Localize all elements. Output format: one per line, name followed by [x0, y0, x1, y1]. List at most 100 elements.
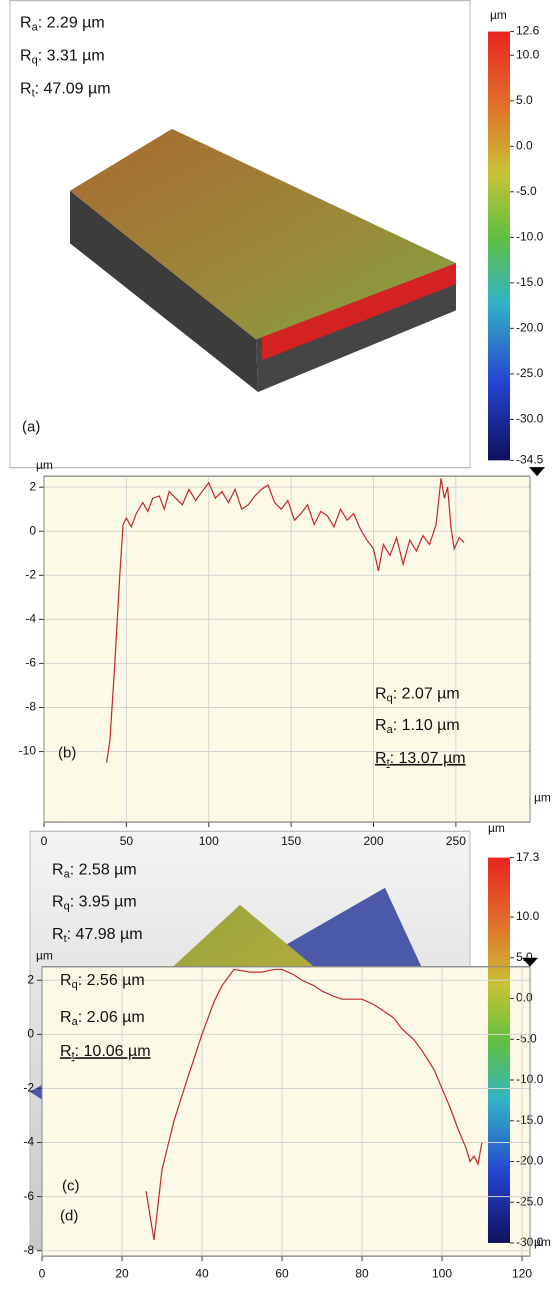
x-tick-label: 200	[363, 834, 383, 848]
y-tick-label: -10	[19, 744, 37, 758]
colorbar-unit: µm	[488, 821, 505, 835]
slab-side	[70, 190, 258, 392]
colorbar-tick-label: -34.5	[516, 453, 544, 467]
value-text: : 2.56 µm	[78, 972, 145, 989]
value-text: : 47.09 µm	[35, 81, 111, 98]
axes-frame	[43, 475, 531, 823]
symbol: R	[52, 926, 64, 943]
x-tick-label: 20	[115, 1267, 129, 1281]
roughness-label: Rt: 10.06 µm	[60, 1043, 151, 1062]
subscript: t	[64, 933, 67, 945]
marker-triangle	[522, 957, 538, 967]
subscript: q	[32, 54, 38, 66]
x-tick-label: 100	[199, 834, 219, 848]
symbol: R	[375, 686, 387, 703]
subscript: t	[32, 87, 35, 99]
colorbar-tick-label: 0.0	[516, 138, 533, 152]
roughness-label: Rq: 3.95 µm	[52, 894, 137, 913]
roughness-label: Ra: 2.29 µm	[20, 15, 105, 34]
symbol: R	[60, 972, 72, 989]
symbol: R	[20, 48, 32, 65]
colorbar-tick-label: -30.0	[516, 412, 544, 426]
plot-area	[41, 966, 531, 1257]
y-tick-label: -6	[25, 656, 36, 670]
x-tick-label: 250	[446, 834, 466, 848]
x-tick-label: 50	[120, 834, 134, 848]
y-tick-label: 2	[27, 972, 34, 986]
x-unit: µm	[534, 1235, 551, 1249]
x-tick-label: 0	[41, 834, 48, 848]
value-text: : 2.29 µm	[38, 15, 105, 32]
subscript: q	[64, 900, 70, 912]
value-text: : 2.58 µm	[70, 862, 137, 879]
profile-line	[145, 968, 483, 1240]
colorbar-tick-label: 0.0	[516, 991, 533, 1005]
symbol: R	[375, 717, 387, 734]
symbol: R	[52, 862, 64, 879]
roughness-label: Ra: 2.06 µm	[60, 1009, 145, 1028]
value-text: : 13.07 µm	[390, 750, 466, 767]
value-text: : 2.07 µm	[393, 686, 460, 703]
roughness-label: Rt: 13.07 µm	[375, 750, 466, 769]
profile-line	[106, 478, 465, 763]
subscript: a	[72, 1016, 79, 1028]
colorbar-tick-label: -5.0	[516, 1031, 537, 1045]
y-tick-label: -8	[23, 1243, 34, 1257]
value-text: : 2.06 µm	[78, 1009, 145, 1026]
colorbar-tick-label: -5.0	[516, 184, 537, 198]
artwork	[9, 0, 531, 1257]
subscript: t	[72, 1050, 75, 1062]
y-tick-label: -6	[23, 1189, 34, 1203]
roughness-label: Rq: 2.56 µm	[60, 972, 145, 991]
x-tick-label: 0	[39, 1267, 46, 1281]
roughness-label: Ra: 1.10 µm	[375, 717, 460, 736]
subscript: a	[387, 724, 394, 736]
roughness-label: Rq: 3.31 µm	[20, 48, 105, 67]
y-unit: µm	[36, 458, 53, 472]
symbol: R	[60, 1009, 72, 1026]
subscript: q	[387, 692, 393, 704]
colorbar	[488, 857, 510, 1243]
y-tick-label: 2	[29, 479, 36, 493]
x-tick-label: 80	[355, 1267, 369, 1281]
colorbar	[488, 31, 510, 461]
y-unit: µm	[36, 948, 53, 962]
y-tick-label: 0	[27, 1027, 34, 1041]
y-tick-label: -2	[23, 1081, 34, 1095]
y-tick-label: 0	[29, 523, 36, 537]
subscript: q	[72, 979, 78, 991]
roughness-label: Ra: 2.58 µm	[52, 862, 137, 881]
y-tick-label: -4	[23, 1135, 34, 1149]
symbol: R	[20, 81, 32, 98]
colorbar-tick-label: 17.3	[516, 850, 540, 864]
symbol: R	[60, 1043, 72, 1060]
panel-label: (d)	[60, 1208, 78, 1225]
y-tick-label: -4	[25, 612, 36, 626]
symbol: R	[52, 894, 64, 911]
y-tick-label: -8	[25, 700, 36, 714]
slab-edge	[262, 263, 456, 361]
panel-label: (c)	[62, 1177, 80, 1194]
value-text: : 3.95 µm	[70, 894, 137, 911]
plot-area	[43, 475, 531, 823]
x-tick-label: 60	[275, 1267, 289, 1281]
panel-label: (b)	[58, 745, 76, 762]
colorbar-tick-label: -20.0	[516, 321, 544, 335]
x-tick-label: 100	[432, 1267, 452, 1281]
subscript: a	[64, 869, 71, 881]
colorbar-tick-label: 12.6	[516, 24, 540, 38]
colorbar-tick-label: 10.0	[516, 47, 540, 61]
roughness-label: Rt: 47.09 µm	[20, 81, 111, 100]
y-tick-label: -2	[25, 567, 36, 581]
slab-top	[70, 128, 456, 340]
marker-triangle	[529, 467, 545, 477]
x-tick-label: 40	[195, 1267, 209, 1281]
panel-label: (a)	[22, 418, 40, 435]
roughness-label: Rq: 2.07 µm	[375, 686, 460, 705]
colorbar-tick-label: 5.0	[516, 93, 533, 107]
symbol: R	[375, 750, 387, 767]
axes-frame	[41, 966, 531, 1257]
value-text: : 47.98 µm	[67, 926, 143, 943]
